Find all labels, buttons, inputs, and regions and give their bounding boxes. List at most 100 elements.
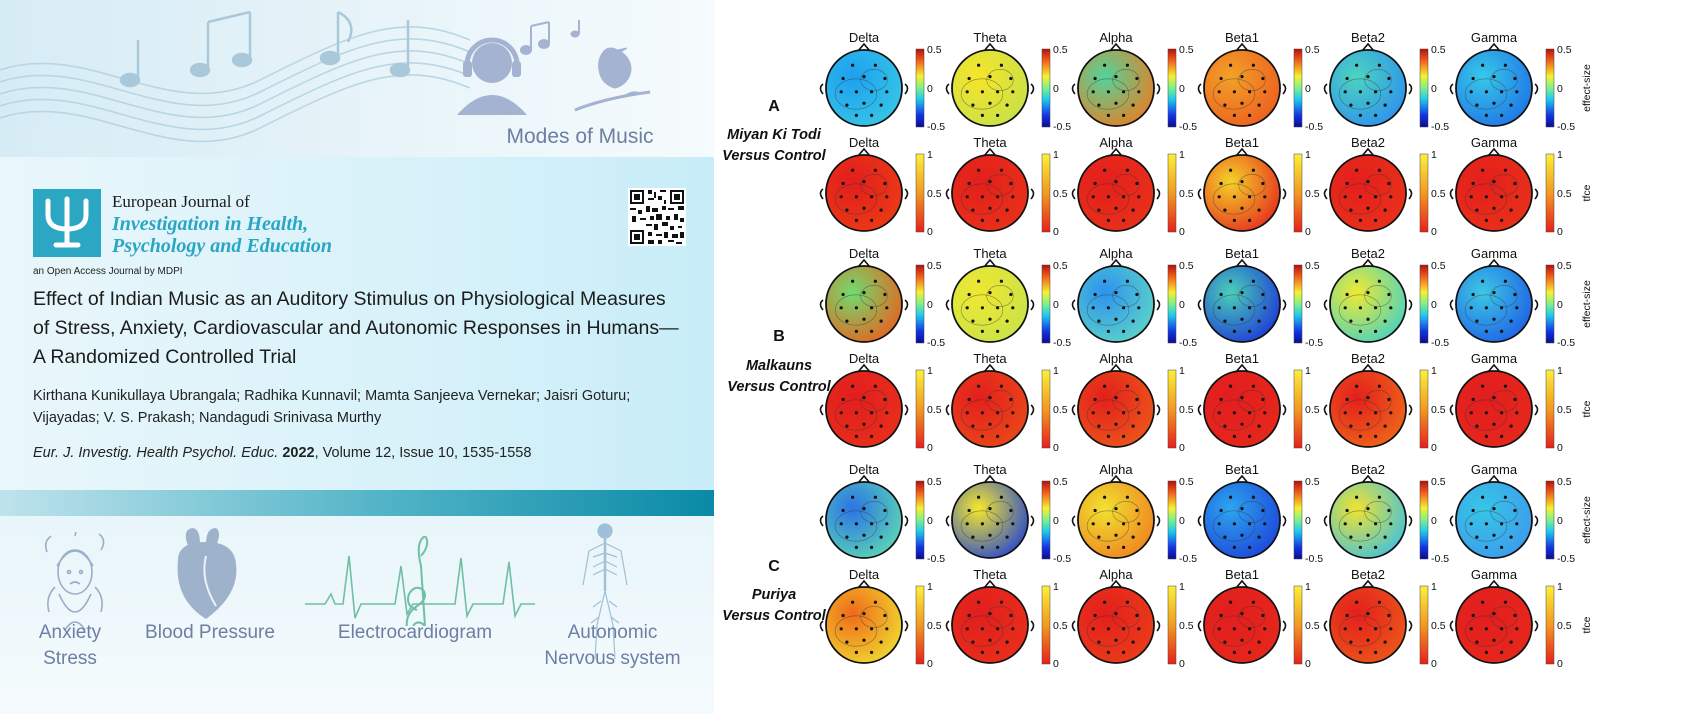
scalp-map — [951, 370, 1029, 448]
colorbar — [915, 585, 925, 665]
electrode — [1500, 218, 1504, 222]
electrode — [1387, 292, 1391, 297]
colorbar-tick: -0.5 — [1053, 121, 1071, 133]
colorbar — [1545, 264, 1555, 344]
nose — [1361, 258, 1375, 268]
electrode — [1484, 306, 1488, 310]
colorbar-tick: 0 — [1305, 83, 1311, 95]
electrode — [1387, 613, 1391, 618]
colorbar-tick: 0 — [1431, 515, 1437, 527]
left-ear — [945, 83, 950, 95]
electrode — [1343, 627, 1347, 631]
right-ear — [1282, 83, 1287, 95]
contour — [1086, 78, 1130, 110]
topoplot-delta-tfce: Delta 1 0.5 0 — [819, 567, 942, 670]
band-label: Delta — [849, 30, 880, 45]
contour — [1364, 69, 1392, 91]
ecg-treble-clef-icon — [305, 536, 535, 626]
electrode — [1374, 90, 1378, 94]
electrode — [1349, 103, 1353, 107]
journal-name-line3: Psychology and Education — [112, 235, 333, 257]
electrode — [1011, 195, 1015, 199]
contour — [960, 183, 1004, 215]
colorbar-tick: -0.5 — [927, 121, 945, 133]
colorbar-label: tfce — [1581, 400, 1593, 417]
electrode — [1475, 319, 1479, 323]
contour — [1212, 510, 1256, 542]
left-ear — [945, 515, 950, 527]
electrode — [1358, 650, 1362, 654]
qr-code-icon[interactable] — [628, 188, 686, 246]
psi-logo-icon — [45, 196, 89, 248]
colorbar-tick: 0.5 — [1431, 44, 1446, 56]
electrode — [1232, 522, 1236, 526]
colorbar-tick: 0 — [1557, 442, 1563, 454]
scalp-map — [825, 481, 903, 559]
electrode — [1137, 627, 1141, 631]
electrode — [1137, 411, 1141, 415]
electrode — [1513, 292, 1517, 297]
electrode — [1471, 292, 1475, 297]
electrode — [1261, 508, 1265, 513]
electrode — [1122, 434, 1126, 438]
electrode — [1358, 195, 1362, 199]
colorbar-tick: 0 — [1053, 658, 1059, 670]
nose — [1235, 579, 1249, 589]
right-ear — [1408, 188, 1413, 200]
colorbar — [1545, 153, 1555, 233]
colorbar-tick: 0.5 — [1179, 260, 1194, 272]
electrode — [965, 306, 969, 310]
colorbar-tick: 0 — [927, 658, 933, 670]
electrode — [870, 411, 874, 415]
right-ear — [1282, 515, 1287, 527]
scalp-map — [1329, 481, 1407, 559]
colorbar — [1419, 369, 1429, 449]
colorbar-tick: -0.5 — [1179, 337, 1197, 349]
electrode — [845, 208, 849, 212]
left-ear — [1197, 188, 1202, 200]
electrode — [862, 507, 866, 511]
contour — [1338, 399, 1382, 431]
colorbar-tick: 0 — [1179, 515, 1185, 527]
music-staff-icon — [0, 10, 470, 143]
electrode — [1257, 535, 1261, 539]
contour — [960, 78, 1004, 110]
electrode — [996, 329, 1000, 333]
contour — [1464, 183, 1508, 215]
electrode — [1248, 306, 1252, 310]
topoplot-gamma-effect: Gamma 0.5 0 -0.5 effect-size — [1449, 462, 1593, 565]
colorbar-tick: 0 — [1431, 658, 1437, 670]
contour — [860, 606, 888, 628]
electrode — [1097, 640, 1101, 644]
electrode — [854, 411, 858, 415]
right-ear — [904, 188, 909, 200]
colorbar-tick: -0.5 — [1557, 553, 1575, 565]
electrode — [971, 208, 975, 212]
nose — [1487, 474, 1501, 484]
electrode — [1114, 396, 1118, 400]
left-ear — [945, 299, 950, 311]
electrode — [1513, 613, 1517, 618]
colorbar — [1545, 369, 1555, 449]
band-label: Alpha — [1099, 246, 1133, 261]
electrode — [1389, 90, 1393, 94]
electrode — [1232, 545, 1236, 549]
electrode — [1114, 638, 1118, 642]
electrode — [1481, 63, 1485, 67]
electrode — [862, 75, 866, 79]
electrode — [1091, 306, 1095, 310]
contour — [1364, 285, 1392, 307]
electrode — [1125, 384, 1129, 388]
electrode — [1009, 181, 1013, 186]
electrode — [1122, 411, 1126, 415]
left-ear — [945, 188, 950, 200]
electrode — [1219, 292, 1223, 297]
electrode — [1513, 397, 1517, 402]
contour — [986, 390, 1014, 412]
electrode — [854, 434, 858, 438]
electrode — [1377, 279, 1381, 283]
colorbar-tick: 0 — [1557, 658, 1563, 670]
electrode — [1349, 535, 1353, 539]
scalp-map — [1203, 586, 1281, 664]
citation-volume: , Volume 12, Issue 10, 1535-1558 — [314, 445, 532, 461]
